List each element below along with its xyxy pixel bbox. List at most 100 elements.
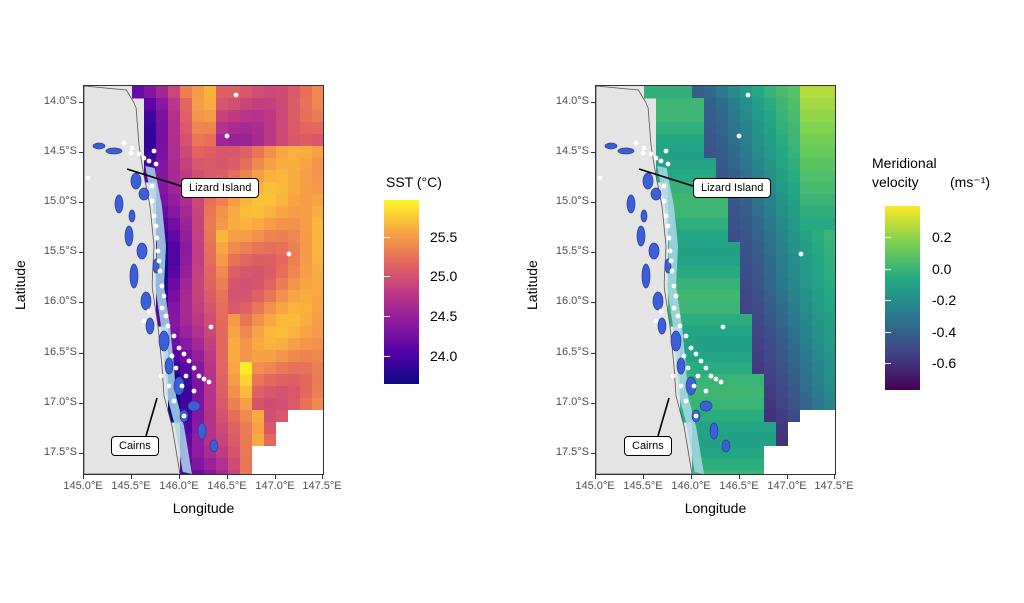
raster-cell	[252, 350, 265, 363]
raster-cell	[704, 338, 717, 351]
observation-point	[708, 373, 714, 379]
raster-cell	[764, 410, 777, 423]
raster-cell	[788, 110, 801, 123]
legend-tick: -0.4	[932, 324, 957, 340]
raster-cell	[812, 350, 825, 363]
raster-cell	[776, 362, 789, 375]
raster-cell	[812, 134, 825, 147]
raster-cell	[776, 110, 789, 123]
raster-cell	[812, 230, 825, 243]
raster-cell	[812, 254, 825, 267]
raster-cell	[288, 338, 301, 351]
raster-cell	[276, 134, 289, 147]
reef-polygon	[626, 194, 636, 214]
raster-cell	[192, 218, 205, 231]
raster-cell	[704, 230, 717, 243]
raster-cell	[752, 302, 765, 315]
raster-cell	[156, 182, 169, 195]
raster-cell	[216, 338, 229, 351]
raster-cell	[824, 242, 835, 255]
raster-cell	[168, 110, 181, 123]
raster-cell	[824, 194, 835, 207]
observation-point	[165, 323, 171, 329]
raster-cell	[168, 158, 181, 171]
raster-cell	[692, 266, 705, 279]
raster-cell	[716, 206, 729, 219]
raster-cell	[204, 470, 217, 474]
longitude-tick-mark	[643, 475, 644, 479]
raster-cell	[728, 254, 741, 267]
raster-cell	[168, 314, 181, 327]
observation-point	[176, 345, 182, 351]
raster-cell	[776, 182, 789, 195]
legend-tick: 24.5	[430, 308, 458, 324]
raster-cell	[288, 98, 301, 111]
reef-polygon	[648, 242, 660, 260]
raster-cell	[716, 302, 729, 315]
raster-cell	[216, 446, 229, 459]
raster-cell	[788, 98, 801, 111]
observation-point	[665, 161, 671, 167]
latitude-tick-label: 17.5°S	[555, 446, 589, 458]
raster-cell	[204, 266, 217, 279]
reef-polygon	[617, 147, 635, 155]
raster-cell	[656, 98, 669, 111]
raster-cell	[800, 110, 813, 123]
observation-point	[153, 161, 159, 167]
raster-cell	[228, 422, 241, 435]
raster-cell	[168, 206, 181, 219]
raster-cell	[800, 350, 813, 363]
raster-cell	[252, 110, 265, 123]
latitude-tick-mark	[79, 202, 83, 203]
observation-point	[157, 268, 163, 274]
raster-cell	[252, 434, 265, 447]
observation-point	[703, 365, 709, 371]
raster-cell	[716, 98, 729, 111]
observation-point	[685, 365, 691, 371]
raster-cell	[240, 434, 253, 447]
raster-cell	[228, 470, 241, 474]
observation-point	[658, 308, 664, 314]
legend-tick: 25.5	[430, 229, 458, 245]
raster-cell	[788, 134, 801, 147]
raster-cell	[824, 122, 835, 135]
raster-cell	[752, 326, 765, 339]
raster-cell	[764, 302, 777, 315]
raster-cell	[228, 374, 241, 387]
no-data-cell	[800, 458, 813, 471]
lizard-leader-line	[126, 168, 182, 187]
raster-cell	[204, 350, 217, 363]
raster-cell	[228, 122, 241, 135]
raster-cell	[728, 350, 741, 363]
raster-cell	[312, 158, 323, 171]
raster-cell	[192, 362, 205, 375]
raster-cell	[192, 350, 205, 363]
longitude-tick-mark	[83, 475, 84, 479]
observation-point	[208, 324, 214, 330]
raster-cell	[240, 266, 253, 279]
raster-cell	[764, 254, 777, 267]
observation-point	[159, 305, 165, 311]
raster-cell	[300, 350, 313, 363]
raster-cell	[740, 422, 753, 435]
longitude-tick-label: 147.5°E	[302, 480, 342, 492]
raster-cell	[240, 230, 253, 243]
raster-cell	[192, 314, 205, 327]
raster-cell	[228, 386, 241, 399]
no-data-cell	[824, 470, 835, 474]
raster-cell	[156, 134, 169, 147]
raster-cell	[252, 254, 265, 267]
cairns-label: Cairns	[624, 436, 672, 456]
raster-cell	[216, 326, 229, 339]
raster-cell	[788, 374, 801, 387]
raster-cell	[752, 218, 765, 231]
raster-cell	[716, 218, 729, 231]
raster-cell	[252, 422, 265, 435]
raster-cell	[740, 386, 753, 399]
latitude-tick-mark	[591, 353, 595, 354]
raster-cell	[716, 86, 729, 99]
raster-cell	[728, 98, 741, 111]
raster-cell	[800, 206, 813, 219]
raster-cell	[680, 326, 693, 339]
raster-cell	[168, 278, 181, 291]
